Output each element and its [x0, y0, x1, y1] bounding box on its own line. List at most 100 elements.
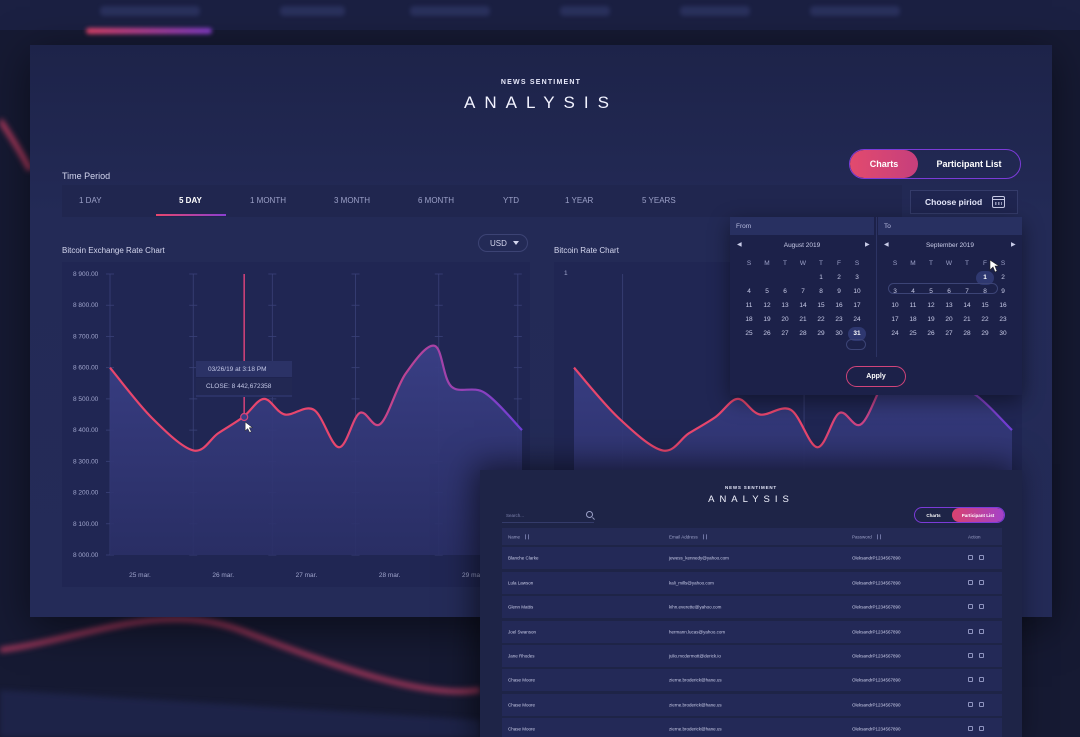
- calendar-day[interactable]: 18: [745, 316, 753, 323]
- calendar-day[interactable]: 10: [891, 302, 899, 309]
- trash-icon[interactable]: [979, 701, 984, 707]
- table-row[interactable]: Joel Swanson hermann.lucas@yahoo.com Oleks…: [502, 620, 1002, 643]
- calendar-day[interactable]: 17: [853, 302, 861, 309]
- choose-period-button[interactable]: Choose piriod: [910, 190, 1018, 214]
- calendar-day[interactable]: 30: [835, 330, 843, 337]
- table-row[interactable]: Jane Rhodes julio.mcdermott@derick.io Olek…: [502, 644, 1002, 667]
- calendar-day[interactable]: 10: [853, 288, 861, 295]
- tab-5-day[interactable]: 5 DAY: [179, 196, 202, 205]
- calendar-day[interactable]: 28: [963, 330, 971, 337]
- calendar-day[interactable]: 16: [999, 302, 1007, 309]
- calendar-day[interactable]: 17: [891, 316, 899, 323]
- calendar-day[interactable]: 29: [817, 330, 825, 337]
- currency-select[interactable]: USD: [478, 234, 528, 252]
- calendar-day[interactable]: 6: [947, 288, 951, 295]
- calendar-day[interactable]: 2: [1001, 274, 1005, 281]
- calendar-day[interactable]: 21: [963, 316, 971, 323]
- edit-icon[interactable]: [968, 628, 973, 634]
- calendar-day[interactable]: 7: [801, 288, 805, 295]
- edit-icon[interactable]: [968, 701, 973, 707]
- calendar-day[interactable]: 4: [747, 288, 751, 295]
- calendar-day[interactable]: 18: [909, 316, 917, 323]
- column-header-password[interactable]: Password: [852, 534, 881, 540]
- calendar-day[interactable]: 23: [999, 316, 1007, 323]
- calendar-day[interactable]: 27: [781, 330, 789, 337]
- calendar-day[interactable]: 8: [819, 288, 823, 295]
- table-row[interactable]: Chase Moore zierne.broderick@hane.us Oleks…: [502, 693, 1002, 716]
- edit-icon[interactable]: [968, 579, 973, 585]
- tab-5-years[interactable]: 5 YEARS: [642, 196, 676, 205]
- calendar-day[interactable]: 6: [783, 288, 787, 295]
- trash-icon[interactable]: [979, 652, 984, 658]
- calendar-day[interactable]: 21: [799, 316, 807, 323]
- table-row[interactable]: Glenn Mattis kihn.everette@yahoo.com Oleks…: [502, 596, 1002, 619]
- calendar-day[interactable]: 25: [745, 330, 753, 337]
- calendar-day[interactable]: 20: [945, 316, 953, 323]
- calendar-day[interactable]: 12: [927, 302, 935, 309]
- calendar-day[interactable]: 1: [976, 271, 994, 285]
- calendar-day[interactable]: 15: [981, 302, 989, 309]
- edit-icon[interactable]: [968, 604, 973, 610]
- calendar-day[interactable]: 30: [999, 330, 1007, 337]
- calendar-day[interactable]: 9: [1001, 288, 1005, 295]
- calendar-day[interactable]: 1: [819, 274, 823, 281]
- trash-icon[interactable]: [979, 604, 984, 610]
- edit-icon[interactable]: [968, 677, 973, 683]
- calendar-day[interactable]: 9: [837, 288, 841, 295]
- calendar-day[interactable]: 15: [817, 302, 825, 309]
- calendar-day[interactable]: 8: [983, 288, 987, 295]
- next-month-icon[interactable]: ▶: [865, 242, 870, 248]
- tab-1-month[interactable]: 1 MONTH: [250, 196, 286, 205]
- tab-1-year[interactable]: 1 YEAR: [565, 196, 594, 205]
- edit-icon[interactable]: [968, 726, 973, 732]
- calendar-day[interactable]: 11: [745, 302, 753, 309]
- calendar-day[interactable]: 22: [817, 316, 825, 323]
- edit-icon[interactable]: [968, 652, 973, 658]
- calendar-day[interactable]: 11: [909, 302, 917, 309]
- table-row[interactable]: Blanche Clarke jewess_kennedy@yahoo.com Ol…: [502, 547, 1002, 570]
- calendar-day[interactable]: 3: [893, 288, 897, 295]
- calendar-day[interactable]: 3: [855, 274, 859, 281]
- prev-month-icon[interactable]: ◀: [737, 242, 742, 248]
- trash-icon[interactable]: [979, 579, 984, 585]
- calendar-day[interactable]: 13: [781, 302, 789, 309]
- calendar-day[interactable]: 19: [927, 316, 935, 323]
- calendar-day[interactable]: 23: [835, 316, 843, 323]
- calendar-day[interactable]: 14: [799, 302, 807, 309]
- calendar-day[interactable]: 16: [835, 302, 843, 309]
- calendar-day[interactable]: 20: [781, 316, 789, 323]
- tab-1-day[interactable]: 1 DAY: [79, 196, 102, 205]
- calendar-day[interactable]: 7: [965, 288, 969, 295]
- trash-icon[interactable]: [979, 677, 984, 683]
- table-row[interactable]: Chase Moore zierne.broderick@hane.us Oleks…: [502, 669, 1002, 692]
- calendar-day[interactable]: 24: [891, 330, 899, 337]
- edit-icon[interactable]: [968, 555, 973, 561]
- calendar-day[interactable]: 2: [837, 274, 841, 281]
- calendar-day[interactable]: 4: [911, 288, 915, 295]
- participant-list-toggle-button[interactable]: Participant List: [952, 508, 1004, 522]
- calendar-day[interactable]: 31: [848, 327, 866, 341]
- calendar-day[interactable]: 28: [799, 330, 807, 337]
- calendar-day[interactable]: 12: [763, 302, 771, 309]
- calendar-day[interactable]: 27: [945, 330, 953, 337]
- search-input[interactable]: Search...: [502, 509, 594, 523]
- calendar-day[interactable]: 5: [929, 288, 933, 295]
- tab-3-month[interactable]: 3 MONTH: [334, 196, 370, 205]
- calendar-day[interactable]: 5: [765, 288, 769, 295]
- table-row[interactable]: Lula Lawson kali_mills@yahoo.com Oleksandr…: [502, 571, 1002, 594]
- calendar-day[interactable]: 14: [963, 302, 971, 309]
- next-month-icon[interactable]: ▶: [1011, 242, 1016, 248]
- calendar-day[interactable]: 26: [927, 330, 935, 337]
- prev-month-icon[interactable]: ◀: [884, 242, 889, 248]
- trash-icon[interactable]: [979, 555, 984, 561]
- charts-toggle-button[interactable]: Charts: [850, 150, 918, 178]
- calendar-day[interactable]: 24: [853, 316, 861, 323]
- calendar-day[interactable]: 19: [763, 316, 771, 323]
- tab-ytd[interactable]: YTD: [503, 196, 519, 205]
- table-row[interactable]: Chase Moore zierne.broderick@hane.us Oleks…: [502, 718, 1002, 737]
- calendar-day[interactable]: 29: [981, 330, 989, 337]
- column-header-email[interactable]: Email Address: [669, 534, 707, 540]
- trash-icon[interactable]: [979, 628, 984, 634]
- charts-toggle-button[interactable]: Charts: [926, 512, 941, 518]
- participant-list-toggle-button[interactable]: Participant List: [936, 159, 1002, 169]
